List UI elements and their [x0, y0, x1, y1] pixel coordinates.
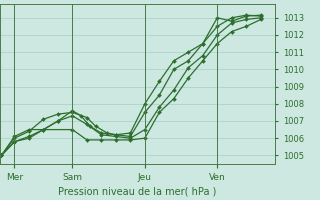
Text: Pression niveau de la mer( hPa ): Pression niveau de la mer( hPa ) [59, 186, 217, 196]
